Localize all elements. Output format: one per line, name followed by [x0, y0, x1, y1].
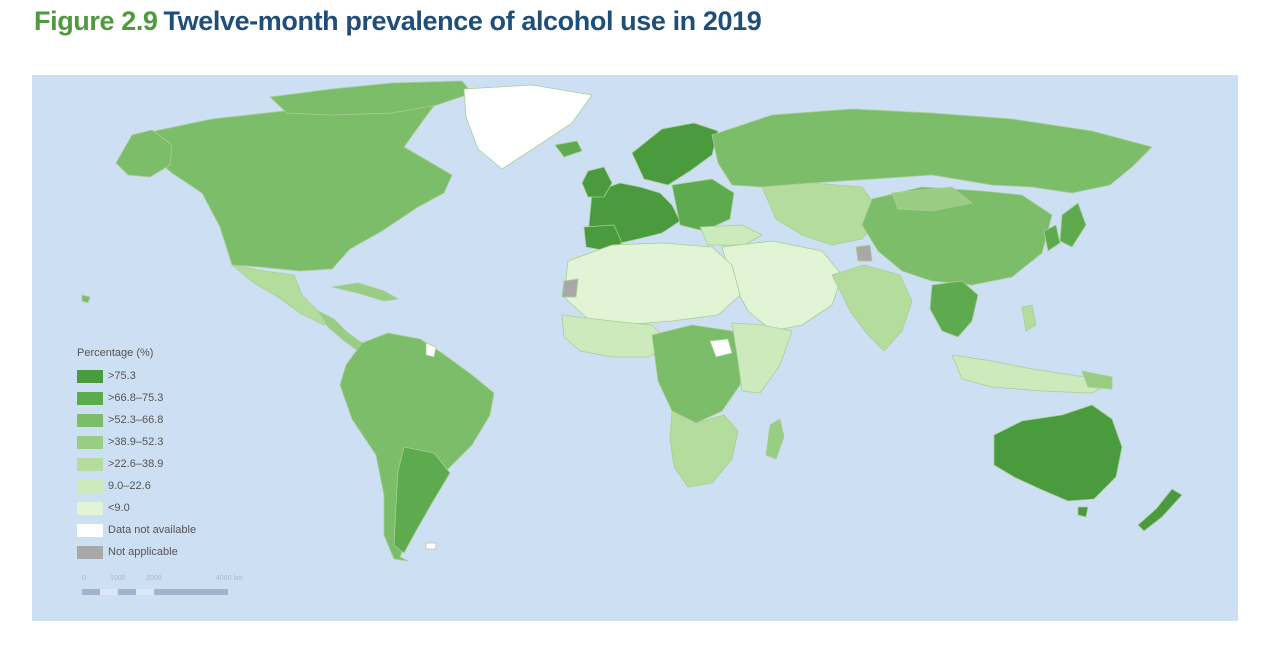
figure-number: Figure 2.9	[34, 6, 158, 36]
region-philippines	[1021, 304, 1037, 332]
region-madagascar	[765, 418, 785, 460]
region-iceland	[554, 140, 583, 158]
region-central-africa	[651, 324, 749, 424]
region-australia	[993, 404, 1123, 502]
legend-swatch	[77, 391, 103, 405]
region-southern-africa	[669, 410, 739, 488]
region-south-sudan	[709, 338, 733, 358]
scale-label: 1000	[110, 575, 126, 582]
region-china	[861, 186, 1053, 286]
region-tasmania	[1077, 506, 1089, 518]
region-greenland	[463, 84, 593, 170]
legend-item: <9.0	[77, 497, 196, 519]
region-japan	[1059, 202, 1087, 248]
scale-bar: 0 1000 2000 4000 km	[82, 575, 243, 599]
region-arctic-islands	[269, 80, 473, 116]
legend-swatch	[77, 457, 103, 471]
legend-label: Data not available	[108, 524, 197, 536]
scale-label: 2000	[146, 575, 162, 582]
legend-swatch	[77, 413, 103, 427]
legend-label: >22.6–38.9	[108, 458, 164, 470]
legend-item: >66.8–75.3	[77, 387, 196, 409]
legend-swatch	[77, 523, 103, 537]
scale-label: 0	[82, 575, 86, 582]
legend-item: >75.3	[77, 365, 196, 387]
region-east-africa	[731, 322, 793, 394]
region-new-zealand	[1137, 488, 1183, 532]
scale-label: 4000 km	[216, 575, 243, 582]
region-russia	[711, 108, 1153, 194]
region-north-america	[149, 88, 453, 272]
legend-swatch	[77, 369, 103, 383]
map-legend: Percentage (%) >75.3 >66.8–75.3 >52.3–66…	[77, 347, 196, 563]
legend-item: Data not available	[77, 519, 196, 541]
region-alaska	[115, 129, 173, 178]
legend-item: >38.9–52.3	[77, 431, 196, 453]
region-caribbean	[331, 282, 399, 302]
region-hawaii	[81, 294, 91, 304]
legend-swatch	[77, 501, 103, 515]
scale-bar-graphic	[82, 589, 228, 595]
legend-label: >75.3	[108, 370, 136, 382]
region-mexico	[231, 264, 333, 326]
legend-label: Not applicable	[108, 546, 178, 558]
legend-label: >52.3–66.8	[108, 414, 164, 426]
region-korea	[1043, 224, 1061, 252]
region-west-africa	[561, 314, 673, 358]
legend-label: <9.0	[108, 502, 130, 514]
map-frame: Percentage (%) >75.3 >66.8–75.3 >52.3–66…	[32, 75, 1238, 621]
world-map	[81, 80, 1183, 562]
region-papua	[1081, 370, 1113, 390]
region-eastern-europe	[671, 178, 735, 232]
region-middle-east	[721, 240, 843, 332]
region-guiana	[425, 342, 437, 358]
figure-title: Figure 2.9 Twelve-month prevalence of alc…	[34, 6, 762, 37]
region-western-sahara	[561, 278, 579, 298]
region-south-asia	[831, 264, 913, 352]
legend-label: >66.8–75.3	[108, 392, 164, 404]
region-southeast-asia-mainland	[929, 280, 979, 338]
figure-title-text: Twelve-month prevalence of alcohol use i…	[163, 6, 762, 36]
legend-label: 9.0–22.6	[108, 480, 151, 492]
legend-item: 9.0–22.6	[77, 475, 196, 497]
legend-item: >52.3–66.8	[77, 409, 196, 431]
region-north-africa	[563, 242, 741, 326]
region-falklands	[425, 542, 437, 550]
region-central-asia	[761, 182, 883, 246]
legend-swatch	[77, 479, 103, 493]
legend-swatch	[77, 435, 103, 449]
region-uk-ireland	[581, 166, 613, 198]
legend-swatch	[77, 545, 103, 559]
region-scandinavia	[631, 122, 719, 186]
region-kashmir	[855, 244, 873, 262]
region-mongolia	[891, 186, 973, 212]
region-argentina	[393, 446, 451, 554]
legend-item: >22.6–38.9	[77, 453, 196, 475]
legend-item: Not applicable	[77, 541, 196, 563]
legend-label: >38.9–52.3	[108, 436, 164, 448]
legend-title: Percentage (%)	[77, 347, 154, 359]
region-turkey	[699, 224, 763, 246]
